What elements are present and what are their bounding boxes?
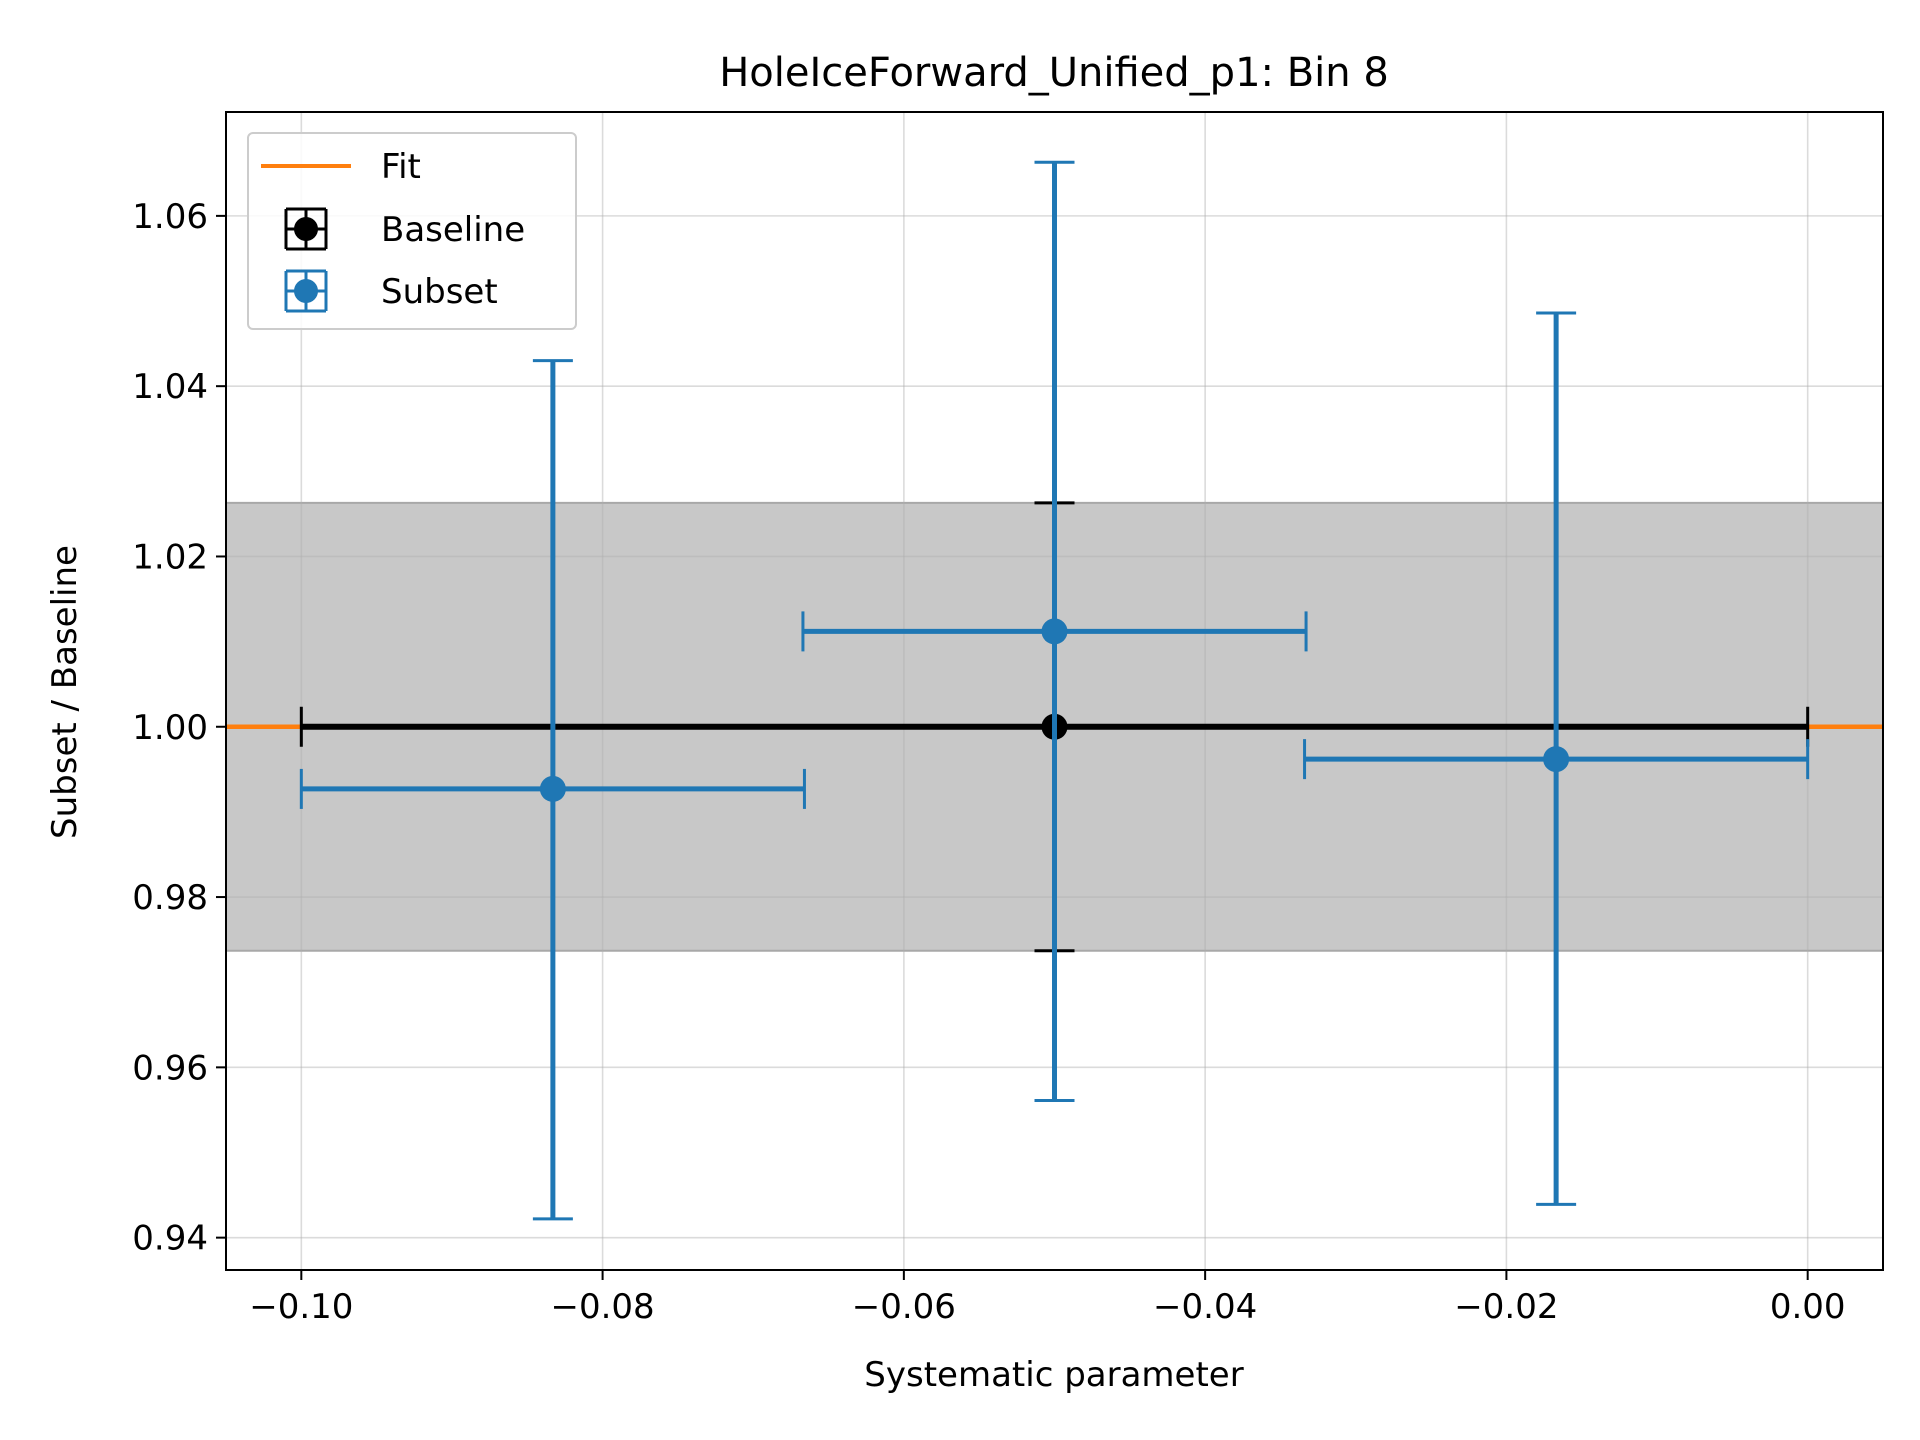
chart-title: HoleIceForward_Unified_p1: Bin 8 xyxy=(719,50,1389,96)
legend-fit-label: Fit xyxy=(381,147,421,187)
y-axis-label: Subset / Baseline xyxy=(45,545,85,839)
x-tick-label: −0.06 xyxy=(852,1287,956,1327)
y-tick-label: 1.04 xyxy=(132,367,208,407)
legend-entry-fit: Fit xyxy=(261,147,421,187)
legend-entry-subset: Subset xyxy=(284,269,498,313)
legend-baseline-swatch xyxy=(284,207,328,251)
subset-point xyxy=(539,775,566,802)
x-axis-label: Systematic parameter xyxy=(864,1355,1243,1395)
y-tick-label: 0.98 xyxy=(132,878,208,918)
legend-subset-label: Subset xyxy=(381,272,498,312)
y-tick-label: 1.02 xyxy=(132,537,208,577)
x-tick-label: −0.08 xyxy=(550,1287,654,1327)
legend-baseline-label: Baseline xyxy=(381,210,525,250)
y-tick-label: 1.06 xyxy=(132,197,208,237)
x-tick-label: −0.02 xyxy=(1454,1287,1558,1327)
subset-point xyxy=(1543,746,1570,773)
legend-entry-baseline: Baseline xyxy=(284,207,525,251)
y-tick-label: 0.94 xyxy=(132,1219,208,1259)
legend-subset-swatch xyxy=(284,269,328,313)
subset-layer xyxy=(299,160,1810,1221)
plot-frame xyxy=(225,111,1884,1271)
x-tick-label: −0.04 xyxy=(1153,1287,1257,1327)
legend-frame xyxy=(247,132,577,330)
legend: Fit Baseline S xyxy=(247,132,577,330)
y-tick-label: 0.96 xyxy=(132,1048,208,1088)
y-tick-label: 1.00 xyxy=(132,708,208,748)
x-tick-label: 0.00 xyxy=(1770,1287,1846,1327)
axis-layer: −0.10 −0.08 −0.06 −0.04 −0.02 0.00 0.94 0.96 0.9… xyxy=(132,197,1845,1327)
subset-point xyxy=(1041,618,1068,645)
x-tick-label: −0.10 xyxy=(249,1287,353,1327)
